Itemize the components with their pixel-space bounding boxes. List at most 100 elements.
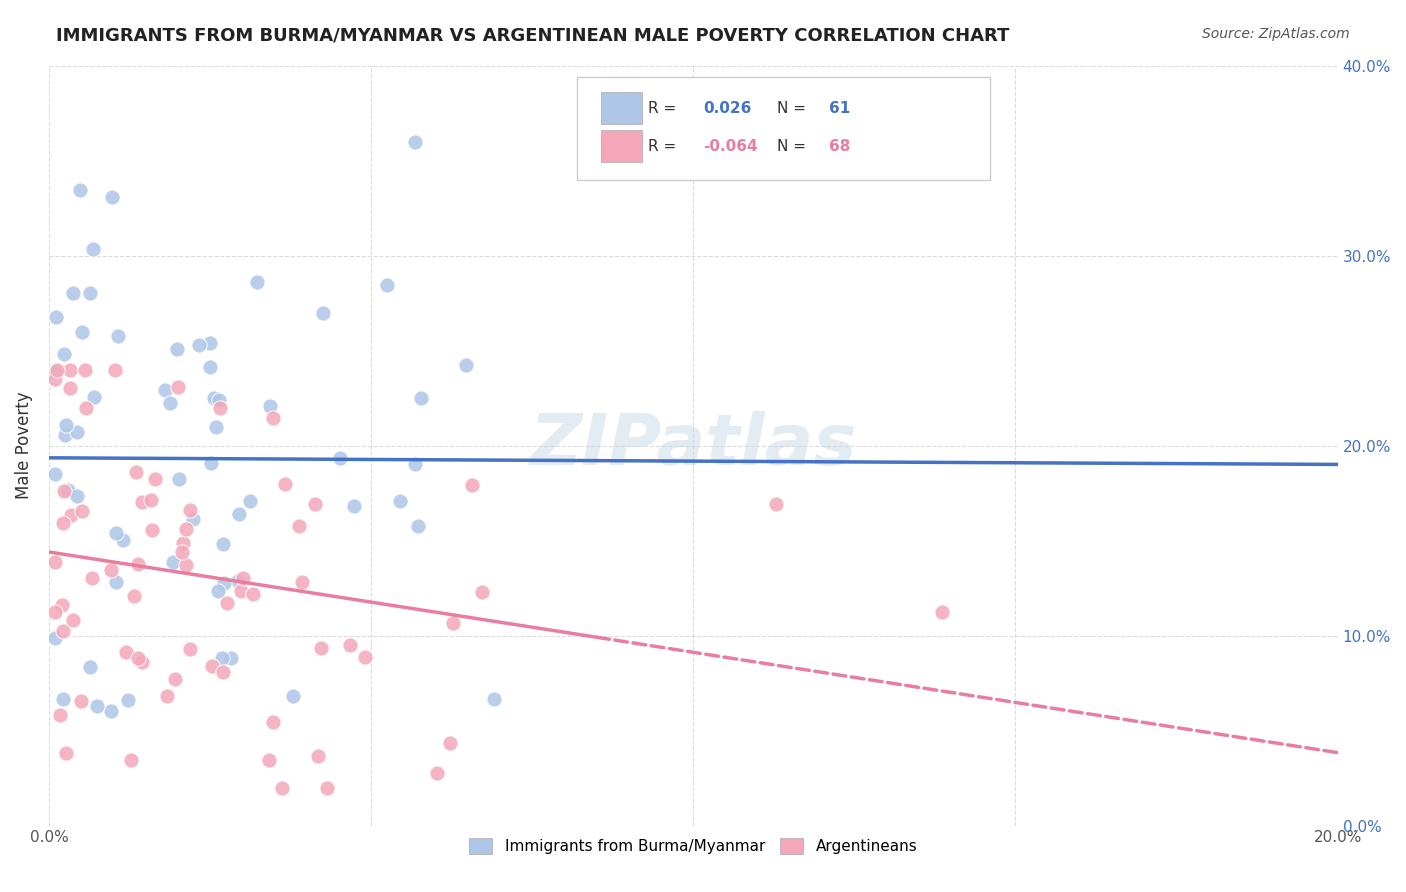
- Point: [141, 523, 163, 537]
- Point: [179, 641, 201, 656]
- Point: [49, 707, 72, 722]
- Point: [86, 699, 108, 714]
- Text: ZIPatlas: ZIPatlas: [530, 411, 858, 480]
- Point: [163, 672, 186, 686]
- Point: [188, 338, 211, 352]
- Point: [246, 275, 269, 289]
- Point: [79, 660, 101, 674]
- Point: [200, 456, 222, 470]
- Text: IMMIGRANTS FROM BURMA/MYANMAR VS ARGENTINEAN MALE POVERTY CORRELATION CHART: IMMIGRANTS FROM BURMA/MYANMAR VS ARGENTI…: [56, 27, 1010, 45]
- Point: [143, 472, 166, 486]
- Point: [100, 704, 122, 718]
- Point: [66, 489, 89, 503]
- Point: [44, 365, 66, 379]
- Point: [207, 584, 229, 599]
- Point: [262, 411, 284, 425]
- Point: [79, 285, 101, 300]
- Point: [159, 396, 181, 410]
- Point: [404, 457, 426, 471]
- Text: -0.064: -0.064: [703, 138, 758, 153]
- Point: [70, 694, 93, 708]
- Text: Source: ZipAtlas.com: Source: ZipAtlas.com: [1202, 27, 1350, 41]
- Point: [181, 512, 204, 526]
- Point: [229, 584, 252, 599]
- Point: [114, 645, 136, 659]
- Text: N =: N =: [778, 138, 811, 153]
- Point: [55, 746, 77, 760]
- Point: [471, 585, 494, 599]
- Point: [60, 508, 83, 522]
- Point: [139, 493, 162, 508]
- Point: [120, 753, 142, 767]
- Point: [167, 380, 190, 394]
- Point: [274, 476, 297, 491]
- Point: [211, 650, 233, 665]
- Point: [111, 533, 134, 548]
- Point: [72, 503, 94, 517]
- Point: [214, 576, 236, 591]
- Point: [309, 641, 332, 656]
- Point: [242, 586, 264, 600]
- Point: [53, 427, 76, 442]
- Point: [200, 335, 222, 350]
- Point: [208, 401, 231, 416]
- Point: [170, 545, 193, 559]
- Point: [82, 242, 104, 256]
- Point: [44, 372, 66, 386]
- Point: [215, 596, 238, 610]
- Point: [176, 522, 198, 536]
- FancyBboxPatch shape: [578, 77, 990, 179]
- Point: [328, 451, 350, 466]
- Point: [44, 605, 66, 619]
- Point: [441, 616, 464, 631]
- Point: [51, 599, 73, 613]
- Point: [62, 613, 84, 627]
- Point: [375, 278, 398, 293]
- Point: [226, 574, 249, 588]
- Point: [354, 650, 377, 665]
- Point: [62, 286, 84, 301]
- Point: [162, 555, 184, 569]
- Point: [45, 310, 67, 324]
- Point: [389, 494, 412, 508]
- Point: [59, 362, 82, 376]
- Point: [312, 306, 335, 320]
- Y-axis label: Male Poverty: Male Poverty: [15, 392, 32, 500]
- Point: [82, 571, 104, 585]
- Point: [69, 183, 91, 197]
- Point: [482, 692, 505, 706]
- Point: [404, 135, 426, 149]
- Point: [55, 417, 77, 432]
- Point: [53, 347, 76, 361]
- Point: [281, 689, 304, 703]
- Point: [304, 497, 326, 511]
- Point: [262, 715, 284, 730]
- Point: [58, 483, 80, 497]
- FancyBboxPatch shape: [600, 130, 641, 162]
- Point: [117, 692, 139, 706]
- Point: [198, 360, 221, 375]
- Point: [176, 558, 198, 572]
- Point: [931, 605, 953, 619]
- Point: [291, 574, 314, 589]
- Point: [239, 493, 262, 508]
- Point: [166, 342, 188, 356]
- Point: [204, 391, 226, 405]
- Point: [127, 651, 149, 665]
- Point: [83, 390, 105, 404]
- Text: 61: 61: [828, 101, 849, 116]
- Point: [406, 518, 429, 533]
- Point: [439, 736, 461, 750]
- Point: [288, 519, 311, 533]
- Point: [52, 691, 75, 706]
- Point: [46, 362, 69, 376]
- Point: [221, 651, 243, 665]
- Point: [765, 498, 787, 512]
- Point: [75, 401, 97, 415]
- Point: [124, 589, 146, 603]
- Point: [212, 665, 235, 679]
- Point: [156, 689, 179, 703]
- Text: 68: 68: [828, 138, 851, 153]
- Point: [201, 659, 224, 673]
- Point: [131, 655, 153, 669]
